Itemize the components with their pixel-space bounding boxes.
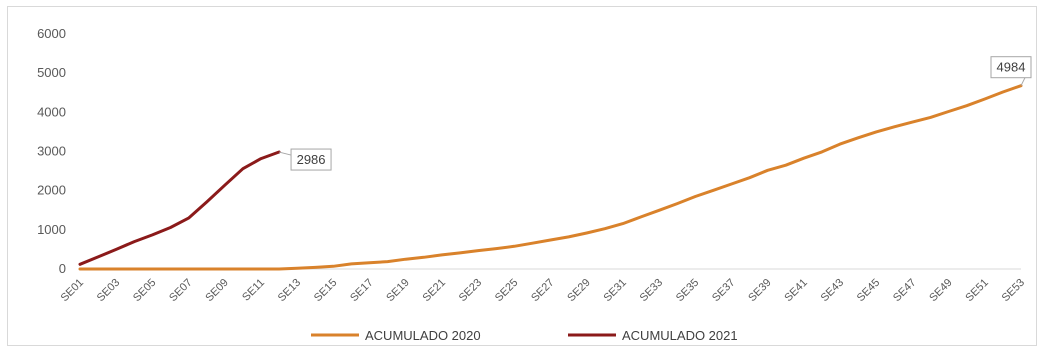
callout-box xyxy=(290,148,332,171)
legend-label: ACUMULADO 2021 xyxy=(622,328,738,343)
data-callout: 4984 xyxy=(990,56,1032,86)
callout-box xyxy=(990,56,1032,79)
y-tick-label: 6000 xyxy=(37,26,66,41)
y-tick-label: 0 xyxy=(59,261,66,276)
y-tick-label: 5000 xyxy=(37,65,66,80)
x-tick-label: SE51 xyxy=(963,277,991,305)
callout-leader xyxy=(278,151,292,156)
x-tick-label: SE37 xyxy=(710,277,738,305)
x-tick-label: SE43 xyxy=(819,277,847,305)
x-tick-label: SE33 xyxy=(638,277,666,305)
legend: ACUMULADO 2020 ACUMULADO 2021 xyxy=(311,328,738,343)
x-tick-label: SE47 xyxy=(891,277,919,305)
y-axis: 0 1000 2000 3000 4000 5000 6000 xyxy=(37,26,66,276)
x-tick-label: SE53 xyxy=(1000,277,1028,305)
legend-item: ACUMULADO 2021 xyxy=(568,328,738,343)
x-tick-label: SE45 xyxy=(855,277,883,305)
callout-leader xyxy=(1020,77,1026,86)
annotation-layer: 2986 4984 xyxy=(278,56,1032,171)
x-tick-label: SE21 xyxy=(421,277,449,305)
y-tick-label: 4000 xyxy=(37,104,66,119)
x-tick-label: SE29 xyxy=(565,277,593,305)
y-tick-label: 3000 xyxy=(37,144,66,159)
y-tick-label: 1000 xyxy=(37,222,66,237)
x-tick-label: SE23 xyxy=(457,277,485,305)
x-tick-label: SE11 xyxy=(240,277,267,304)
x-axis: SE01 SE03 SE05 SE07 SE09 SE11 SE13 SE15 SE17 SE19… xyxy=(59,268,1028,305)
x-tick-label: SE31 xyxy=(601,277,629,305)
callout-label: 4984 xyxy=(997,60,1026,75)
x-tick-label: SE19 xyxy=(384,277,412,305)
x-tick-label: SE27 xyxy=(529,277,557,305)
series-layer xyxy=(78,84,1023,271)
x-tick-label: SE17 xyxy=(348,277,376,305)
x-tick-label: SE49 xyxy=(927,277,955,305)
x-tick-label: SE41 xyxy=(782,277,810,305)
chart-frame: 0 1000 2000 3000 4000 5000 6000 SE01 SE03 SE05 SE… xyxy=(7,6,1037,346)
legend-label: ACUMULADO 2020 xyxy=(365,328,481,343)
x-tick-label: SE09 xyxy=(203,277,231,305)
y-tick-label: 2000 xyxy=(37,183,66,198)
series-line-2 xyxy=(78,150,281,266)
x-tick-label: SE05 xyxy=(131,277,159,305)
x-tick-label: SE03 xyxy=(95,277,123,305)
data-callout: 2986 xyxy=(278,148,332,171)
x-tick-label: SE35 xyxy=(674,277,702,305)
callout-label: 2986 xyxy=(297,152,326,167)
legend-item: ACUMULADO 2020 xyxy=(311,328,481,343)
x-tick-label: SE39 xyxy=(746,277,774,305)
x-tick-label: SE25 xyxy=(493,277,521,305)
x-tick-label: SE15 xyxy=(312,277,340,305)
x-tick-label: SE01 xyxy=(59,277,87,305)
series-line-1 xyxy=(78,84,1023,271)
x-tick-label: SE07 xyxy=(167,277,195,305)
x-tick-label: SE13 xyxy=(276,277,304,305)
